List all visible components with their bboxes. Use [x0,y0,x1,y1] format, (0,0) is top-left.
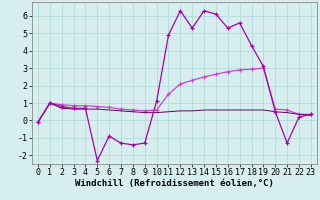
X-axis label: Windchill (Refroidissement éolien,°C): Windchill (Refroidissement éolien,°C) [75,179,274,188]
